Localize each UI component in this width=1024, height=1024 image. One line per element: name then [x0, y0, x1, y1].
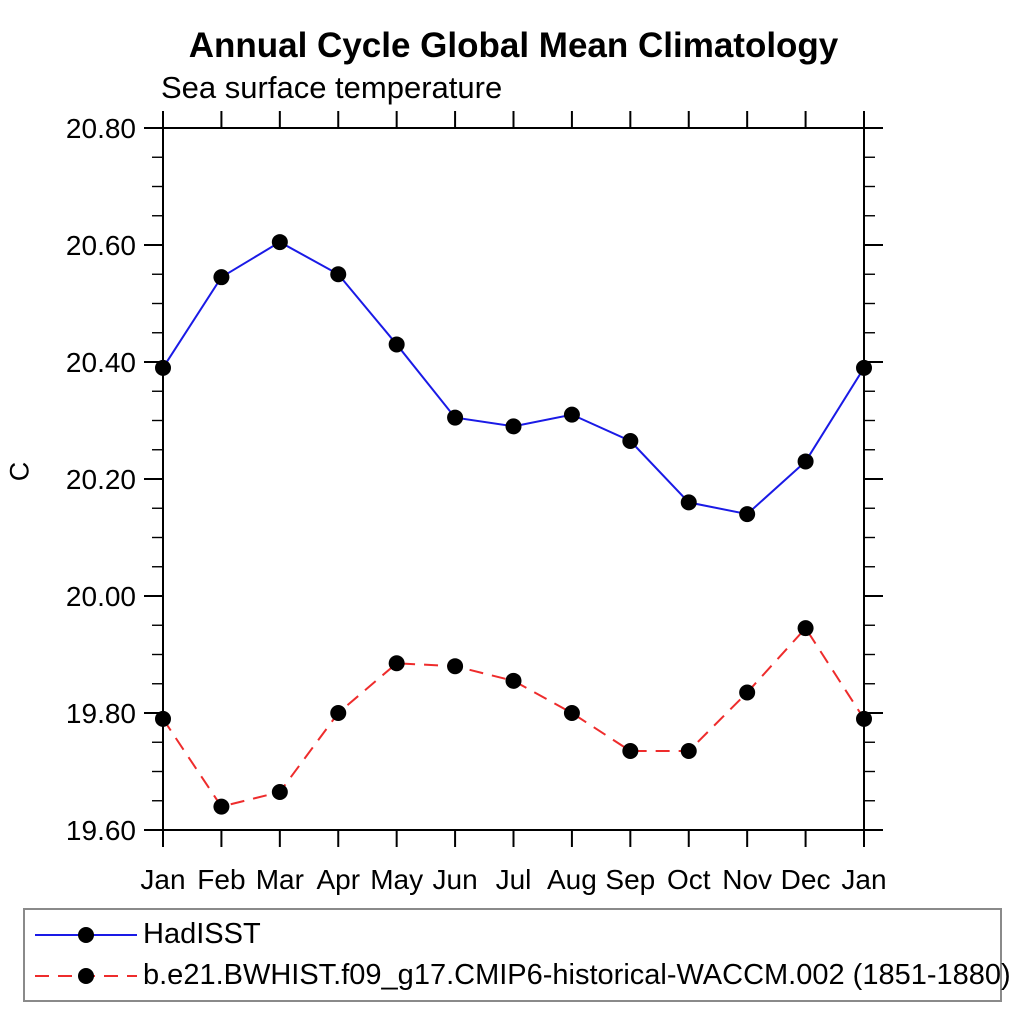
data-point-0 — [856, 359, 872, 376]
data-point-1 — [856, 710, 872, 727]
y-tick-label: 20.00 — [66, 581, 136, 612]
y-tick-label: 20.60 — [66, 230, 136, 261]
y-tick-label: 19.60 — [66, 815, 136, 846]
data-point-0 — [622, 432, 639, 449]
data-point-1 — [563, 705, 580, 721]
legend-label: HadISST — [143, 918, 261, 950]
x-tick-label: Apr — [316, 864, 360, 895]
x-tick-label: Jul — [496, 864, 532, 895]
y-tick-label: 20.80 — [66, 113, 136, 144]
data-point-1 — [213, 798, 230, 815]
data-point-1 — [680, 743, 697, 760]
x-tick-label: Oct — [667, 864, 711, 895]
legend-sample-marker — [78, 926, 94, 943]
plot-frame — [162, 127, 865, 831]
legend-sample-marker — [78, 967, 94, 984]
x-tick-label: Feb — [197, 864, 245, 895]
x-tick-label: Jan — [841, 864, 886, 895]
data-point-1 — [505, 672, 522, 689]
data-point-1 — [622, 743, 639, 760]
data-point-0 — [271, 234, 288, 251]
data-point-0 — [388, 336, 405, 353]
data-point-0 — [563, 406, 580, 423]
data-point-1 — [330, 705, 347, 721]
data-point-0 — [155, 359, 171, 376]
y-tick-label: 19.80 — [66, 698, 136, 729]
series-line-0 — [162, 240, 865, 516]
legend-box: HadISST b.e21.BWHIST.f09_g17.CMIP6-histo… — [23, 908, 1011, 1002]
x-tick-label: Aug — [547, 864, 597, 895]
x-tick-label: Mar — [256, 864, 304, 895]
legend-sample-line-dashed — [35, 967, 137, 984]
x-tick-label: Jan — [140, 864, 185, 895]
data-point-0 — [739, 506, 756, 523]
y-tick-label: 20.40 — [66, 347, 136, 378]
legend-item-hadisst: HadISST — [33, 914, 1000, 955]
x-tick-label: Dec — [781, 864, 831, 895]
x-tick-label: Jun — [433, 864, 478, 895]
x-tick-label: May — [370, 864, 423, 895]
data-point-0 — [447, 409, 464, 426]
series-line-1 — [162, 626, 865, 808]
data-point-0 — [505, 418, 522, 435]
data-point-0 — [213, 269, 230, 286]
data-point-1 — [739, 684, 756, 701]
data-point-0 — [680, 494, 697, 511]
data-point-0 — [797, 453, 814, 470]
data-point-1 — [155, 710, 171, 727]
data-point-1 — [388, 655, 405, 672]
chart-subtitle: Sea surface temperature — [161, 70, 503, 105]
data-point-1 — [797, 620, 814, 637]
x-tick-label: Nov — [722, 864, 772, 895]
legend-sample-line-solid — [35, 926, 137, 943]
y-tick-label: 20.20 — [66, 464, 136, 495]
chart-title: Annual Cycle Global Mean Climatology — [188, 26, 839, 65]
x-tick-label: Sep — [605, 864, 655, 895]
data-point-1 — [447, 658, 464, 675]
legend-item-model: b.e21.BWHIST.f09_g17.CMIP6-historical-WA… — [33, 955, 1011, 996]
legend-label: b.e21.BWHIST.f09_g17.CMIP6-historical-WA… — [143, 959, 1011, 991]
data-point-1 — [271, 783, 288, 800]
data-point-0 — [330, 266, 347, 283]
